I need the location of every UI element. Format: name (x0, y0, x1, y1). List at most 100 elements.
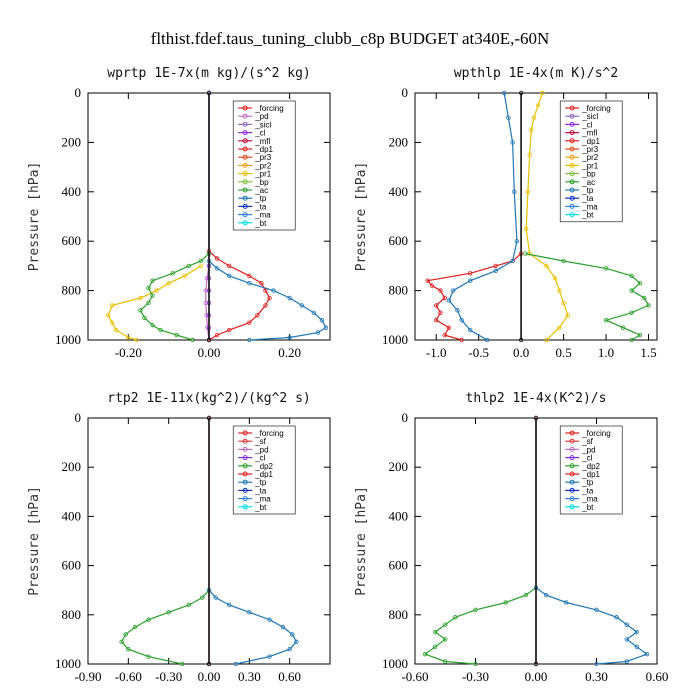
data-point (561, 258, 566, 264)
legend-marker (569, 130, 575, 136)
data-point (646, 303, 651, 308)
legend-label: _forcing (581, 429, 610, 438)
data-point (422, 651, 428, 657)
series-line-tp (535, 587, 649, 665)
legend-label: _dp1 (254, 145, 273, 154)
x-tick-label: -0.60 (115, 669, 142, 684)
data-point (524, 226, 529, 232)
y-tick-label: 600 (389, 233, 409, 248)
legend-label: _tp (581, 478, 594, 487)
data-point (523, 251, 528, 256)
panel-title: thlp2 1E-4x(K^2)/s (466, 391, 607, 406)
legend-label: _sicl (581, 112, 598, 121)
legend-marker (242, 121, 248, 127)
legend-marker (569, 438, 575, 444)
data-point (255, 313, 260, 318)
legend-label: _ta (254, 486, 267, 495)
data-point (158, 327, 163, 333)
y-tick-label: 1000 (382, 332, 408, 347)
legend-marker (242, 438, 248, 444)
data-point (434, 303, 439, 308)
y-tick-label: 200 (62, 459, 82, 474)
legend-label: _pd (254, 112, 268, 121)
chart-panel-3: rtp2 1E-11x(kg^2)/(kg^2 s) Pressure [hPa]… (27, 391, 331, 684)
legend-label: _ta (254, 202, 267, 211)
y-tick-label: 600 (62, 558, 82, 573)
x-tick-label: 1.0 (598, 345, 614, 360)
legend-label: _bt (254, 219, 267, 228)
legend-marker (569, 455, 575, 461)
data-point (134, 337, 139, 343)
data-point (467, 327, 473, 333)
data-point (594, 607, 599, 613)
data-point (603, 266, 609, 271)
data-point (200, 595, 205, 600)
legend-marker (569, 212, 575, 218)
data-point (170, 271, 175, 276)
legend-marker (242, 496, 248, 502)
data-point (186, 263, 192, 269)
legend-label: _dp2 (581, 462, 600, 471)
data-point (473, 661, 478, 667)
legend-label: _pr1 (581, 161, 599, 170)
x-tick-label: -0.20 (115, 345, 142, 360)
data-point (267, 654, 272, 659)
panel-title: rtp2 1E-11x(kg^2)/(kg^2 s) (107, 391, 311, 406)
data-point (531, 115, 537, 120)
data-point (154, 288, 159, 293)
y-tick-label: 800 (62, 283, 82, 298)
legend-marker (569, 154, 575, 160)
y-axis-label: Pressure [hPa] (27, 162, 42, 272)
data-point (637, 332, 643, 338)
series-line-tp (448, 92, 518, 341)
legend-label: _bp (254, 178, 269, 187)
legend-marker (242, 179, 248, 185)
data-point (290, 632, 295, 637)
y-tick-label: 400 (389, 508, 409, 523)
y-tick-label: 400 (62, 508, 82, 523)
legend-label: _pr3 (581, 145, 599, 154)
data-point (247, 280, 252, 286)
data-point (518, 90, 524, 96)
x-tick-label: -0.5 (468, 345, 489, 360)
x-tick-label: 0.00 (198, 345, 221, 360)
legend-marker (242, 138, 248, 144)
legend-label: _cl (254, 454, 265, 463)
y-tick-label: 1000 (382, 656, 408, 671)
legend-label: _ma (581, 495, 598, 504)
data-point (443, 659, 448, 664)
legend-label: _ma (581, 202, 598, 211)
x-tick-label: 1.5 (640, 345, 656, 360)
legend-label: _bt (581, 211, 594, 220)
legend-marker (242, 130, 248, 136)
legend-marker (569, 430, 575, 436)
data-point (226, 273, 232, 278)
data-point (493, 263, 498, 269)
legend-label: _pr2 (254, 161, 272, 170)
legend-label: _cl (581, 454, 592, 463)
legend-label: _pd (581, 445, 595, 454)
legend-label: _bt (581, 503, 594, 512)
data-point (271, 288, 276, 293)
data-point (166, 610, 171, 615)
legend-marker (242, 430, 248, 436)
y-tick-label: 0 (402, 85, 409, 100)
legend-label: _bt (254, 503, 267, 512)
legend-label: _ta (581, 194, 594, 203)
legend-marker (242, 504, 248, 510)
legend-marker (569, 446, 575, 452)
series-line-pr1 (107, 265, 202, 341)
y-tick-label: 800 (389, 607, 409, 622)
data-point (561, 300, 566, 306)
legend-label: _ac (254, 186, 268, 195)
data-point (150, 278, 155, 283)
data-point (443, 622, 448, 627)
data-point (467, 278, 473, 283)
data-point (525, 189, 531, 194)
legend-label: _ma (254, 495, 271, 504)
legend-marker (569, 121, 575, 127)
data-point (247, 610, 252, 615)
y-tick-label: 200 (62, 134, 82, 149)
data-point (624, 622, 629, 627)
